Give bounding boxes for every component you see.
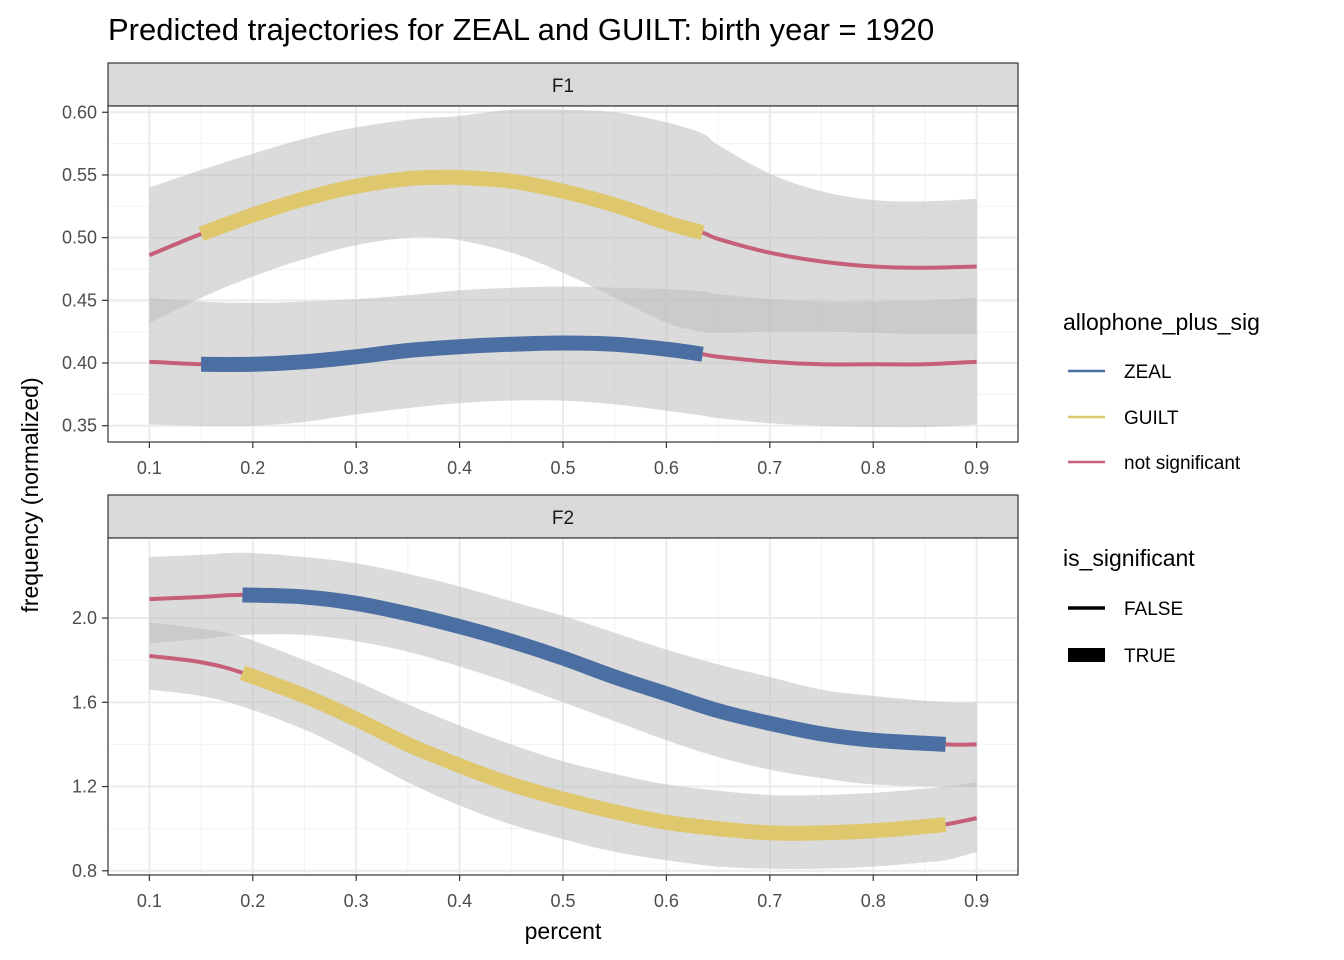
y-axis-title: frequency (normalized) bbox=[17, 377, 43, 612]
legend-zeal-label: ZEAL bbox=[1124, 362, 1172, 383]
panel-f1-lines bbox=[148, 169, 977, 372]
panel-f1-x-tick-label: 0.5 bbox=[550, 458, 575, 478]
panel-f1-x-tick-label: 0.4 bbox=[447, 458, 472, 478]
panel-f1-strip bbox=[107, 62, 1019, 107]
panel-f2-x-tick-label: 0.5 bbox=[550, 891, 575, 911]
panel-f1-line-significant-guilt bbox=[198, 169, 705, 241]
panel-f1-y-tick-label: 0.60 bbox=[62, 102, 97, 122]
panel-f1-y-tick-label: 0.45 bbox=[62, 290, 97, 310]
legend-size-title: is_significant bbox=[1063, 545, 1195, 571]
panel-f1-y-axis: 0.35 0.40 0.45 0.50 0.55 0.60 bbox=[62, 102, 108, 436]
panel-f1-band-zeal bbox=[149, 286, 977, 428]
panel-f2-lines bbox=[149, 587, 978, 841]
panel-f1-strip-label: F1 bbox=[552, 76, 574, 97]
panel-f2-line-significant-guilt bbox=[239, 665, 947, 841]
legend-not-significant-label: not significant bbox=[1124, 453, 1241, 474]
legend-true-label: TRUE bbox=[1124, 646, 1176, 667]
panel-f2-line-significant-zeal bbox=[242, 587, 947, 752]
panel-f1-line-significant-zeal bbox=[201, 335, 704, 372]
panel-f1: F1 0.35 0.40 0.45 0.50 0.55 0.60 0.1 0.2 0.3 0.4… bbox=[62, 62, 1019, 478]
legend-colour: allophone_plus_sig ZEAL GUILT not signif… bbox=[1063, 309, 1260, 474]
panel-f2-strip-label: F2 bbox=[552, 508, 574, 529]
panel-f1-y-tick-label: 0.40 bbox=[62, 353, 97, 373]
panel-f1-x-tick-label: 0.3 bbox=[344, 458, 369, 478]
legend-size: is_significant FALSE TRUE bbox=[1063, 545, 1195, 667]
panel-f1-x-tick-label: 0.6 bbox=[654, 458, 679, 478]
panel-f2-y-tick-label: 2.0 bbox=[72, 608, 97, 628]
panel-f1-band-guilt bbox=[149, 109, 977, 335]
x-axis-title: percent bbox=[525, 918, 602, 944]
panel-f2-x-tick-label: 0.8 bbox=[861, 891, 886, 911]
panel-f2-x-tick-label: 0.3 bbox=[344, 891, 369, 911]
chart-title: Predicted trajectories for ZEAL and GUIL… bbox=[108, 12, 934, 47]
legend-guilt-label: GUILT bbox=[1124, 408, 1179, 429]
panel-f1-y-tick-label: 0.50 bbox=[62, 228, 97, 248]
panel-f1-y-tick-label: 0.35 bbox=[62, 416, 97, 436]
panel-f1-x-tick-label: 0.1 bbox=[137, 458, 162, 478]
panel-f2-x-tick-label: 0.1 bbox=[137, 891, 162, 911]
panel-f2-band-guilt bbox=[149, 622, 977, 869]
panel-f1-x-tick-label: 0.7 bbox=[757, 458, 782, 478]
panel-f1-x-tick-label: 0.2 bbox=[240, 458, 265, 478]
panel-f2-y-tick-label: 1.2 bbox=[72, 777, 97, 797]
panel-f2-x-tick-label: 0.9 bbox=[964, 891, 989, 911]
legend-false-label: FALSE bbox=[1124, 599, 1183, 620]
panel-f2-x-tick-label: 0.4 bbox=[447, 891, 472, 911]
panel-f2-y-axis: 0.8 1.2 1.6 2.0 bbox=[72, 608, 108, 881]
panel-f2-strip bbox=[107, 494, 1019, 539]
panel-f1-y-tick-label: 0.55 bbox=[62, 165, 97, 185]
panel-f2-x-tick-label: 0.6 bbox=[654, 891, 679, 911]
panel-f2-y-tick-label: 1.6 bbox=[72, 692, 97, 712]
panel-f2-x-tick-label: 0.7 bbox=[757, 891, 782, 911]
panel-f1-x-axis: 0.1 0.2 0.3 0.4 0.5 0.6 0.7 0.8 0.9 bbox=[137, 442, 989, 478]
panel-f2-y-tick-label: 0.8 bbox=[72, 861, 97, 881]
panel-f2-x-axis: 0.1 0.2 0.3 0.4 0.5 0.6 0.7 0.8 0.9 bbox=[137, 875, 989, 911]
panel-f2-x-tick-label: 0.2 bbox=[240, 891, 265, 911]
panel-f1-x-tick-label: 0.9 bbox=[964, 458, 989, 478]
panel-f2: F2 0.8 1.2 1.6 2.0 0.1 0.2 0.3 0.4 0.5 0.6 0.7 0.8… bbox=[72, 494, 1019, 911]
panel-f1-bands bbox=[149, 109, 977, 428]
legend-colour-title: allophone_plus_sig bbox=[1063, 309, 1260, 335]
panel-f1-x-tick-label: 0.8 bbox=[861, 458, 886, 478]
